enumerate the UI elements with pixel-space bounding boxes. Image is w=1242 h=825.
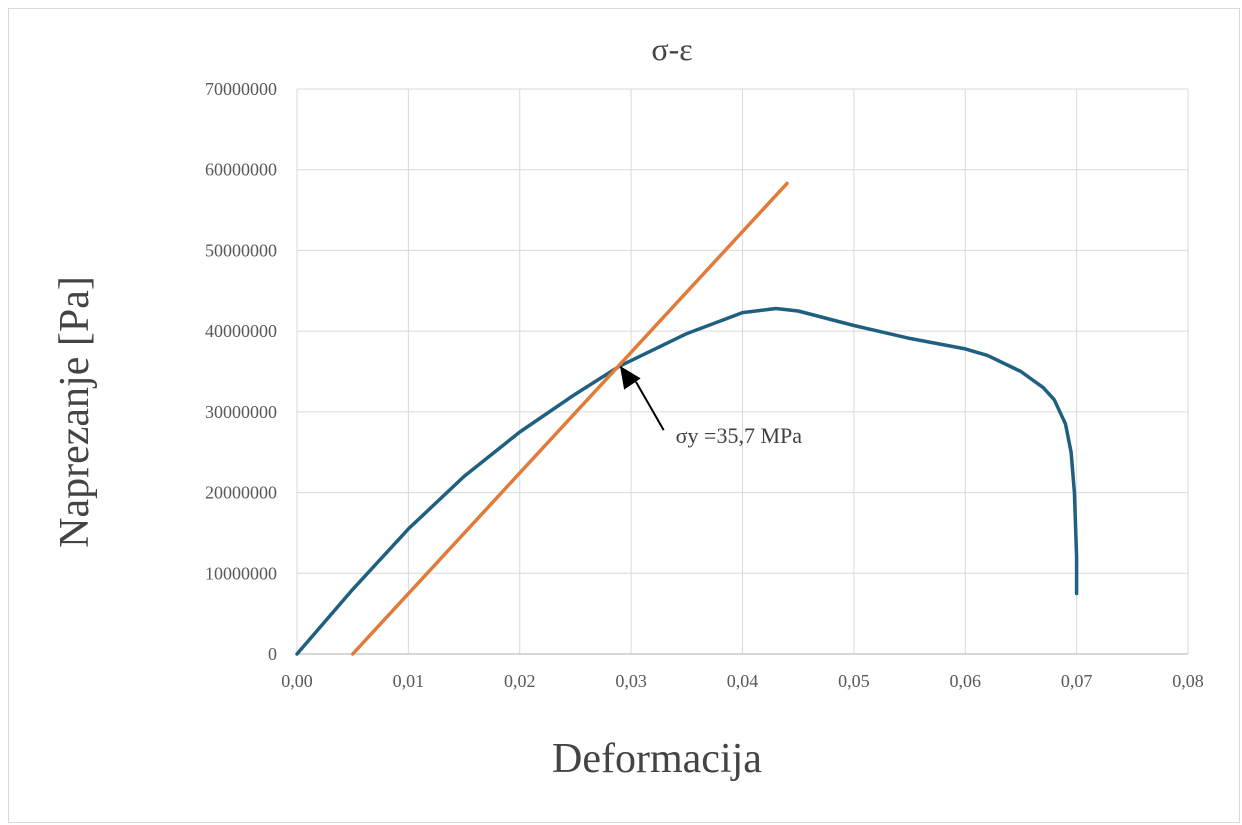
x-tick-label: 0,04 (727, 671, 759, 691)
y-tick-label: 50000000 (205, 240, 277, 260)
annotation: σy =35,7 MPa (619, 365, 803, 448)
y-tick-label: 30000000 (205, 402, 277, 422)
x-tick-label: 0,03 (615, 671, 647, 691)
stress-strain-curve (295, 306, 1079, 656)
y-tick-label: 40000000 (205, 321, 277, 341)
x-tick-label: 0,05 (838, 671, 870, 691)
x-axis-ticks: 0,00 0,01 0,02 0,03 0,04 0,05 0,06 0,07 0,08 (281, 671, 1204, 691)
chart-frame (8, 8, 1240, 823)
x-tick-label: 0,07 (1061, 671, 1093, 691)
y-tick-label: 20000000 (205, 483, 277, 503)
x-tick-label: 0,01 (393, 671, 425, 691)
yield-strength-label: σy =35,7 MPa (676, 423, 803, 448)
offset-line (350, 181, 789, 656)
y-tick-label: 10000000 (205, 563, 277, 583)
y-tick-label: 60000000 (205, 160, 277, 180)
x-tick-label: 0,06 (950, 671, 982, 691)
y-tick-label: 70000000 (205, 79, 277, 99)
x-tick-label: 0,00 (281, 671, 313, 691)
y-axis-ticks: 0 10000000 20000000 30000000 40000000 5000000… (205, 79, 277, 664)
y-axis-label: Naprezanje [Pa] (52, 276, 98, 548)
annotation-arrowhead (619, 365, 641, 390)
annotation-arrow-line (635, 381, 665, 431)
chart-title: σ-ε (651, 31, 692, 67)
grid-lines (296, 88, 1189, 655)
series-lines (295, 181, 1079, 656)
x-axis-label: Deformacija (552, 736, 762, 782)
y-tick-label: 0 (268, 644, 277, 664)
x-tick-label: 0,08 (1172, 671, 1204, 691)
x-tick-label: 0,02 (504, 671, 536, 691)
